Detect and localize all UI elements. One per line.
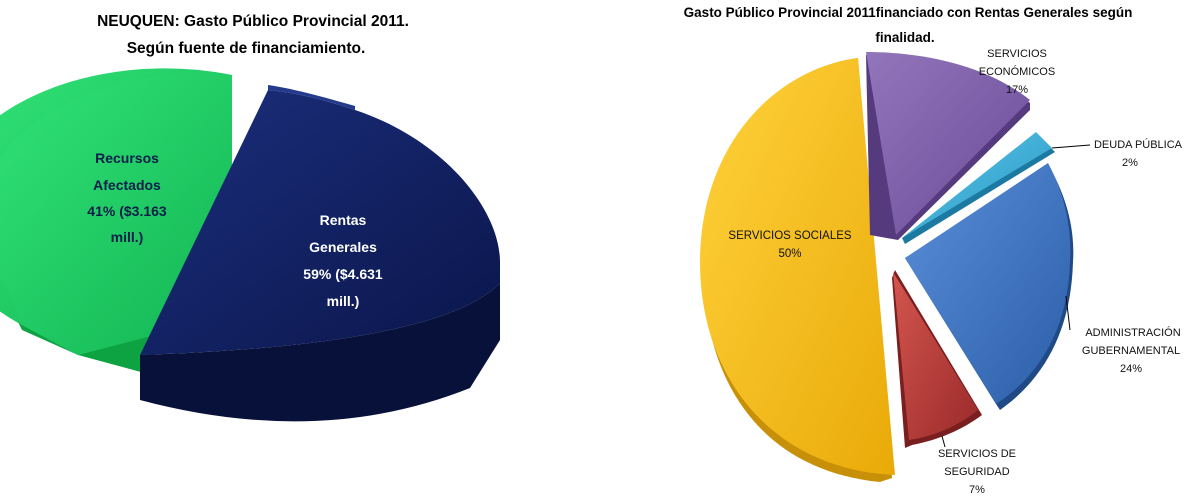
label-recursos-afectados-line-1: Recursos bbox=[95, 150, 159, 166]
pie-slice-deuda-publica bbox=[902, 132, 1055, 244]
leader-line-administracion bbox=[1065, 295, 1071, 331]
label-recursos-afectados-line-3: 41% ($3.163 bbox=[87, 203, 167, 219]
pie-slice-rentas-generales bbox=[140, 85, 500, 422]
pie-slice-servicios-economicos bbox=[866, 52, 1030, 240]
leader-line-deuda bbox=[1051, 144, 1091, 149]
pie-slice-recursos-afectados bbox=[0, 68, 232, 375]
leader-line-seguridad bbox=[941, 435, 946, 448]
label-servicios-economicos-line-1: SERVICIOS bbox=[987, 48, 1047, 60]
chart-right-title-line-2: finalidad. bbox=[875, 30, 934, 45]
chart-left-title-line-2: Según fuente de financiamiento. bbox=[127, 40, 366, 57]
label-servicios-de-seguridad-line-2: SEGURIDAD bbox=[944, 466, 1009, 478]
label-servicios-economicos-line-2: ECONÓMICOS bbox=[979, 65, 1055, 78]
label-rentas-generales: Rentas Generales 59% ($4.631 mill.) bbox=[303, 212, 383, 309]
label-administracion-gubernamental-line-3: 24% bbox=[1120, 363, 1142, 375]
label-servicios-sociales-line-2: 50% bbox=[778, 248, 801, 260]
pie-slice-administracion-gubernamental bbox=[905, 163, 1074, 410]
label-rentas-generales-line-2: Generales bbox=[309, 239, 377, 255]
chart-right-title-line-1: Gasto Público Provincial 2011financiado … bbox=[684, 5, 1133, 20]
label-servicios-sociales: SERVICIOS SOCIALES 50% bbox=[728, 230, 851, 260]
label-administracion-gubernamental-line-2: GUBERNAMENTAL bbox=[1082, 345, 1180, 357]
pie-slice-servicios-sociales bbox=[700, 58, 895, 482]
label-deuda-publica-line-1: DEUDA PÚBLICA bbox=[1094, 138, 1183, 151]
label-servicios-economicos: SERVICIOS ECONÓMICOS 17% bbox=[979, 48, 1055, 96]
label-servicios-de-seguridad-line-1: SERVICIOS DE bbox=[938, 448, 1016, 460]
label-recursos-afectados-line-2: Afectados bbox=[93, 177, 161, 193]
chart-left: NEUQUEN: Gasto Público Provincial 2011. … bbox=[0, 13, 500, 422]
chart-left-title-line-1: NEUQUEN: Gasto Público Provincial 2011. bbox=[97, 13, 409, 30]
label-servicios-sociales-line-1: SERVICIOS SOCIALES bbox=[728, 230, 851, 242]
label-servicios-de-seguridad-line-3: 7% bbox=[969, 484, 985, 496]
label-deuda-publica-line-2: 2% bbox=[1122, 157, 1138, 169]
pie-slice-servicios-de-seguridad bbox=[892, 270, 982, 448]
label-rentas-generales-line-1: Rentas bbox=[320, 212, 367, 228]
label-recursos-afectados-line-4: mill.) bbox=[111, 229, 144, 245]
label-servicios-economicos-line-3: 17% bbox=[1006, 84, 1028, 96]
label-administracion-gubernamental-line-1: ADMINISTRACIÓN bbox=[1085, 326, 1180, 339]
leader-lines bbox=[941, 144, 1091, 448]
label-rentas-generales-line-3: 59% ($4.631 bbox=[303, 266, 383, 282]
label-rentas-generales-line-4: mill.) bbox=[327, 293, 360, 309]
label-recursos-afectados: Recursos Afectados 41% ($3.163 mill.) bbox=[87, 150, 167, 245]
label-administracion-gubernamental: ADMINISTRACIÓN GUBERNAMENTAL 24% bbox=[1082, 326, 1181, 375]
label-servicios-de-seguridad: SERVICIOS DE SEGURIDAD 7% bbox=[938, 448, 1016, 496]
chart-right: Gasto Público Provincial 2011financiado … bbox=[684, 5, 1183, 496]
label-deuda-publica: DEUDA PÚBLICA 2% bbox=[1094, 138, 1183, 169]
